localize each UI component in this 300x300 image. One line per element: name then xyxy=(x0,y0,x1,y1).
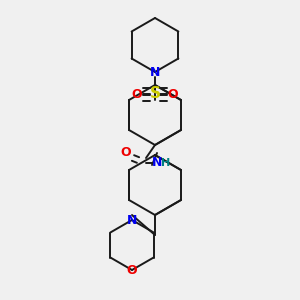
Text: O: O xyxy=(121,146,131,160)
Text: N: N xyxy=(152,157,162,169)
Text: O: O xyxy=(132,88,142,100)
Text: O: O xyxy=(168,88,178,100)
Text: O: O xyxy=(127,263,137,277)
Text: H: H xyxy=(161,158,171,168)
Text: N: N xyxy=(127,214,137,226)
Text: S: S xyxy=(149,86,161,101)
Text: N: N xyxy=(150,65,160,79)
